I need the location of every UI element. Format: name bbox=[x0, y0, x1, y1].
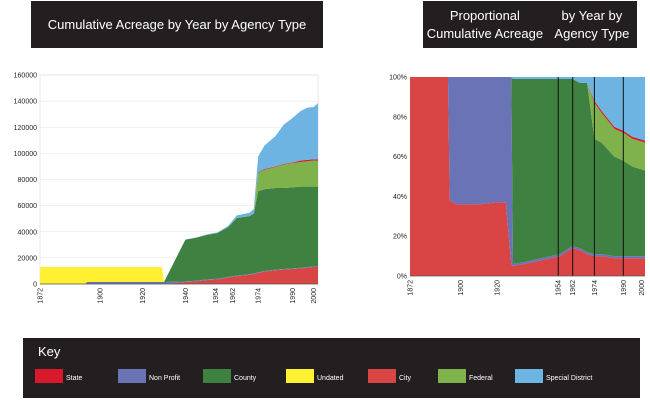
right-y-tick-label: 60% bbox=[393, 154, 407, 161]
legend-swatch-state bbox=[35, 369, 63, 383]
right-x-tick-label: 1920 bbox=[494, 280, 501, 296]
legend-swatch-special-district bbox=[515, 369, 543, 383]
right-area-county bbox=[410, 77, 645, 265]
left-area-county bbox=[40, 186, 318, 284]
left-x-tick-label: 1920 bbox=[140, 288, 147, 304]
right-chart-title-line1: Proportional Cumulative Acreage bbox=[426, 7, 544, 41]
left-x-tick-label: 1940 bbox=[183, 288, 190, 304]
right-y-tick-label: 20% bbox=[393, 234, 407, 241]
left-x-tick-label: 1974 bbox=[256, 288, 263, 304]
right-y-tick-label: 100% bbox=[389, 75, 407, 82]
right-chart-title: Proportional Cumulative Acreage by Year … bbox=[423, 1, 637, 48]
legend-item-city: City bbox=[368, 369, 411, 383]
right-x-tick-label: 1990 bbox=[621, 280, 628, 296]
legend-label-non-profit: Non Profit bbox=[149, 375, 181, 382]
right-area-federal bbox=[410, 77, 645, 171]
left-y-tick-label: 120000 bbox=[14, 125, 37, 132]
left-x-tick-label: 1954 bbox=[213, 288, 220, 304]
left-x-tick-label: 1990 bbox=[290, 288, 297, 304]
left-y-tick-label: 80000 bbox=[18, 177, 38, 184]
right-chart-title-line2: by Year by Agency Type bbox=[554, 7, 630, 41]
legend-label-county: County bbox=[234, 375, 257, 382]
left-y-tick-label: 20000 bbox=[18, 255, 38, 262]
legend-item-non-profit: Non Profit bbox=[118, 369, 180, 383]
left-y-tick-label: 140000 bbox=[14, 99, 37, 106]
legend-item-special-district: Special District bbox=[515, 369, 592, 383]
legend-swatch-non-profit bbox=[118, 369, 146, 383]
right-y-tick-label: 40% bbox=[393, 194, 407, 201]
right-y-tick-label: 0% bbox=[397, 274, 407, 281]
legend-label-undated: Undated bbox=[317, 375, 344, 382]
legend-label-special-district: Special District bbox=[546, 375, 593, 382]
legend-item-federal: Federal bbox=[438, 369, 493, 383]
right-x-tick-label: 1900 bbox=[458, 280, 465, 296]
right-x-tick-label: 1962 bbox=[570, 280, 577, 296]
left-x-tick-label: 1872 bbox=[38, 288, 45, 304]
cumulative-acreage-chart: 0 20000 40000 60000 80000 100000 120000 140000 1… bbox=[14, 73, 319, 304]
right-x-tick-label: 2000 bbox=[639, 280, 646, 296]
right-area-city bbox=[410, 77, 645, 276]
legend-label-state: State bbox=[66, 375, 83, 382]
right-area-non-profit bbox=[410, 77, 645, 267]
legend-item-state: State bbox=[35, 369, 82, 383]
left-area-city bbox=[40, 267, 318, 284]
legend-item-county: County bbox=[203, 369, 256, 383]
right-area-special-district bbox=[410, 77, 645, 141]
left-y-tick-label: 0 bbox=[33, 282, 37, 289]
left-area-special-district bbox=[40, 103, 318, 284]
right-x-tick-label: 1954 bbox=[556, 280, 563, 296]
left-y-tick-label: 100000 bbox=[14, 151, 37, 158]
left-y-tick-label: 60000 bbox=[18, 203, 38, 210]
legend-label-city: City bbox=[399, 375, 412, 382]
left-y-tick-label: 40000 bbox=[18, 229, 38, 236]
left-y-tick-label: 160000 bbox=[14, 73, 37, 80]
legend-key: Key State Non Profit County Undated City… bbox=[23, 338, 640, 398]
left-x-tick-label: 1962 bbox=[230, 288, 237, 304]
legend-label-federal: Federal bbox=[469, 375, 493, 382]
right-x-tick-label: 1872 bbox=[408, 280, 415, 296]
right-y-tick-label: 80% bbox=[393, 114, 407, 121]
proportional-acreage-chart: 0% 20% 40% 60% 80% 100% 1872 1900 1920 1954 1962 19… bbox=[389, 75, 646, 296]
legend-swatch-undated bbox=[286, 369, 314, 383]
left-chart-title: Cumulative Acreage by Year by Agency Typ… bbox=[31, 1, 323, 48]
legend-item-undated: Undated bbox=[286, 369, 343, 383]
legend-swatch-county bbox=[203, 369, 231, 383]
left-x-tick-label: 1900 bbox=[97, 288, 104, 304]
left-area-federal bbox=[40, 160, 318, 284]
right-x-tick-label: 1974 bbox=[592, 280, 599, 296]
legend-title: Key bbox=[38, 344, 61, 359]
legend-swatch-federal bbox=[438, 369, 466, 383]
legend-swatch-city bbox=[368, 369, 396, 383]
left-x-tick-label: 2000 bbox=[311, 288, 318, 304]
